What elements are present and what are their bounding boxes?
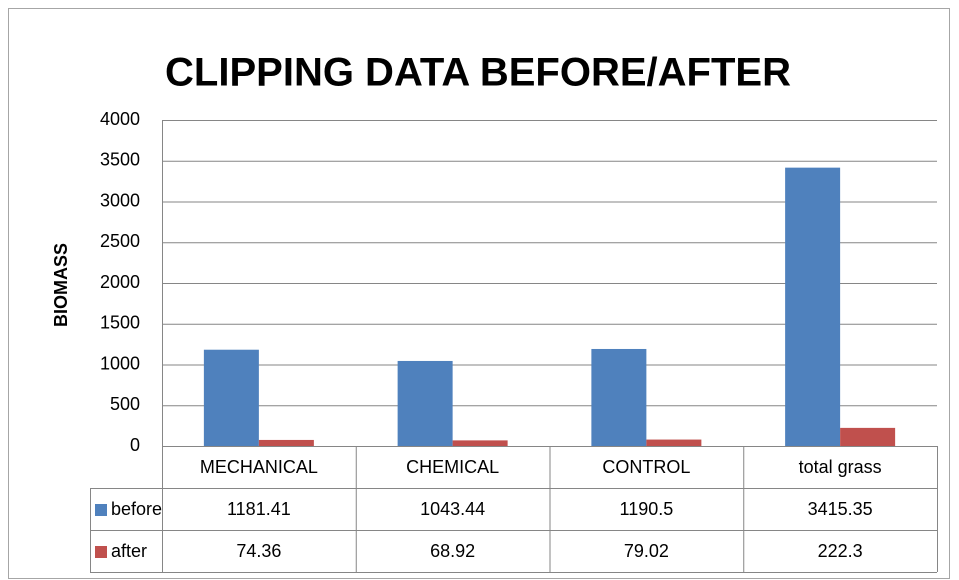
y-tick-label: 1000: [100, 353, 140, 373]
table-value: 1181.41: [227, 499, 291, 519]
bar: [452, 440, 508, 446]
legend-label: before: [111, 499, 162, 519]
legend-swatch: [95, 504, 107, 516]
table-value: 222.3: [818, 541, 863, 561]
y-tick-label: 500: [110, 394, 140, 414]
x-tick-label: CHEMICAL: [406, 457, 499, 477]
y-tick-label: 2500: [100, 231, 140, 251]
bar: [840, 427, 896, 446]
y-tick-label: 1500: [100, 313, 140, 333]
table-value: 68.92: [430, 541, 475, 561]
table-value: 74.36: [236, 541, 281, 561]
bar: [591, 348, 647, 446]
y-tick-label: 2000: [100, 272, 140, 292]
x-tick-label: total grass: [799, 457, 882, 477]
bar: [203, 349, 259, 446]
y-tick-label: 4000: [100, 109, 140, 129]
x-tick-label: CONTROL: [602, 457, 690, 477]
y-axis-label: BIOMASS: [51, 243, 71, 327]
bar: [646, 439, 702, 446]
legend-swatch: [95, 546, 107, 558]
bar: [397, 360, 453, 446]
bar: [258, 439, 314, 446]
y-tick-label: 3500: [100, 150, 140, 170]
table-value: 3415.35: [808, 499, 873, 519]
x-tick-label: MECHANICAL: [200, 457, 318, 477]
y-tick-label: 3000: [100, 190, 140, 210]
bar: [785, 167, 841, 446]
y-tick-label: 0: [130, 435, 140, 455]
chart-title: CLIPPING DATA BEFORE/AFTER: [165, 51, 791, 95]
table-value: 1043.44: [420, 499, 485, 519]
table-value: 79.02: [624, 541, 669, 561]
table-value: 1190.5: [620, 499, 674, 519]
legend-label: after: [111, 541, 147, 561]
